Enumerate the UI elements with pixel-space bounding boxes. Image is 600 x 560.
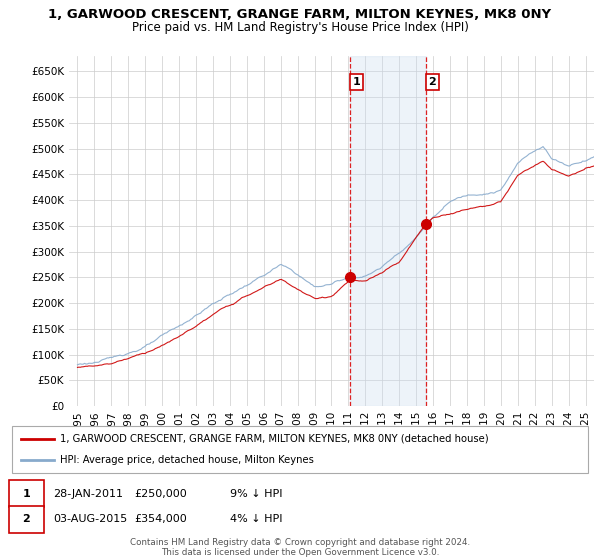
- Text: Price paid vs. HM Land Registry's House Price Index (HPI): Price paid vs. HM Land Registry's House …: [131, 21, 469, 34]
- Text: 2: 2: [23, 514, 30, 524]
- Text: 28-JAN-2011: 28-JAN-2011: [53, 489, 123, 499]
- Text: 1, GARWOOD CRESCENT, GRANGE FARM, MILTON KEYNES, MK8 0NY (detached house): 1, GARWOOD CRESCENT, GRANGE FARM, MILTON…: [60, 434, 488, 444]
- Text: 1: 1: [23, 489, 30, 499]
- Bar: [350, 56, 426, 406]
- Text: HPI: Average price, detached house, Milton Keynes: HPI: Average price, detached house, Milt…: [60, 455, 314, 465]
- Text: 9% ↓ HPI: 9% ↓ HPI: [230, 489, 283, 499]
- Text: £250,000: £250,000: [134, 489, 187, 499]
- Text: Contains HM Land Registry data © Crown copyright and database right 2024.
This d: Contains HM Land Registry data © Crown c…: [130, 538, 470, 557]
- Text: 4% ↓ HPI: 4% ↓ HPI: [230, 514, 283, 524]
- Text: £354,000: £354,000: [134, 514, 187, 524]
- Text: 2: 2: [428, 77, 436, 87]
- Text: 1, GARWOOD CRESCENT, GRANGE FARM, MILTON KEYNES, MK8 0NY: 1, GARWOOD CRESCENT, GRANGE FARM, MILTON…: [49, 8, 551, 21]
- Text: 03-AUG-2015: 03-AUG-2015: [53, 514, 127, 524]
- Text: 1: 1: [352, 77, 360, 87]
